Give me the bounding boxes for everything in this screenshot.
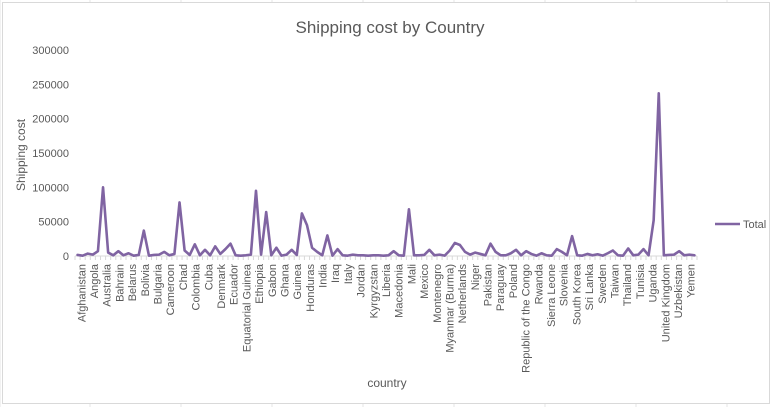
chart-area[interactable]: Shipping cost by Country Shipping cost c… [2,2,770,404]
x-category-label: Montenegro [432,264,444,323]
x-category-label: Honduras [305,264,317,312]
x-category-label: Iraq [330,264,342,283]
x-category-label: Myanmar (Burma) [444,264,456,353]
x-category-label: Ethiopia [254,263,266,304]
series-line-total [76,91,696,257]
x-category-label: Australia [102,263,114,307]
x-category-label: Niger [470,264,482,291]
x-category-label: Rwanda [533,263,545,304]
x-category-label: Denmark [216,264,228,309]
x-category-label: Gabon [267,264,279,297]
x-category-label: Slovenia [559,263,571,306]
x-category-label: Netherlands [457,264,469,324]
y-tick-label: 300000 [32,45,69,57]
x-category-label: Yemen [686,264,698,298]
x-category-label: Pakistan [483,264,495,306]
x-category-label: Kyrgyzstan [368,264,380,318]
x-category-label: Afghanistan [76,264,88,322]
x-category-label: Bulgaria [153,263,165,304]
y-axis-tick-labels: 300000 250000 200000 150000 100000 50000 0 [32,45,69,263]
x-category-label: Guinea [292,263,304,299]
x-category-label: Ghana [279,263,291,297]
x-category-label: Macedonia [394,263,406,318]
x-category-label: United Kingdom [660,264,672,342]
x-category-label: Colombia [191,263,203,310]
x-category-label: Sweden [597,264,609,304]
x-category-label: Poland [508,264,520,298]
x-category-label: Equatorial Guinea [241,263,253,352]
x-category-label: India [318,263,330,288]
x-category-label: Mali [406,264,418,284]
x-category-label: Liberia [381,263,393,297]
y-tick-label: 50000 [38,217,69,229]
legend: Total [715,219,766,231]
x-category-label: Uganda [648,263,660,302]
y-tick-label: 250000 [32,79,69,91]
y-tick-label: 0 [63,251,69,263]
x-category-label: Italy [343,264,355,285]
x-category-label: Cameroon [165,264,177,315]
legend-label-total: Total [743,219,766,231]
x-category-label: Belarus [127,264,139,302]
x-category-label: Republic of the Congo [521,264,533,373]
x-category-label: Cuba [203,263,215,290]
x-category-label: Sierra Leone [546,264,558,327]
y-tick-label: 100000 [32,182,69,194]
x-category-label: Sri Lanka [584,263,596,310]
x-axis-title: country [367,376,406,390]
y-tick-label: 200000 [32,114,69,126]
y-tick-label: 150000 [32,148,69,160]
x-category-label: Tunisia [635,263,647,299]
x-category-label: Bahrain [114,264,126,302]
y-axis-title: Shipping cost [14,118,28,191]
line-chart: Shipping cost by Country Shipping cost c… [14,18,766,390]
x-category-label: Uzbekistan [673,264,685,318]
x-category-label: Mexico [419,264,431,299]
x-category-label: South Korea [571,263,583,325]
x-axis-ticks [74,256,698,260]
x-category-label: Thailand [622,264,634,306]
x-category-label: Paraguay [495,264,507,312]
x-category-label: Angola [89,263,101,298]
x-category-label: Bolivia [140,263,152,296]
x-category-label: Taiwan [609,264,621,298]
x-category-label: Jordan [356,264,368,298]
chart-title: Shipping cost by Country [296,18,485,37]
x-axis-category-labels: Afghanistan Angola Australia Bahrain Belarus… [76,263,697,373]
x-category-label: Ecuador [229,264,241,305]
x-category-label: Chad [178,264,190,290]
